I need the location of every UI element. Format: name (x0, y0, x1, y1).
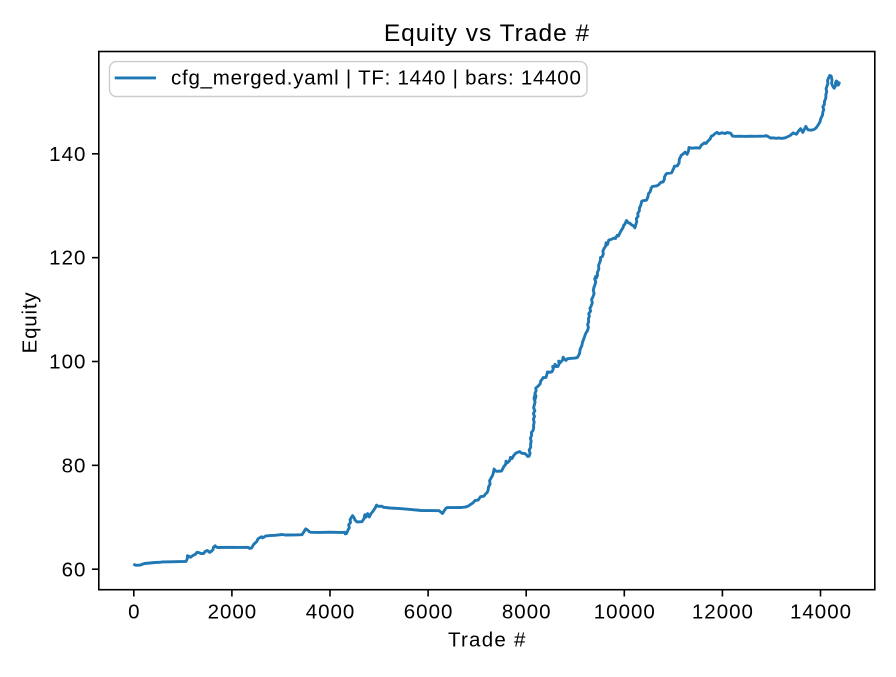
svg-text:0: 0 (128, 601, 140, 624)
svg-text:Equity vs Trade #: Equity vs Trade # (384, 20, 590, 47)
svg-text:4000: 4000 (306, 601, 356, 624)
svg-text:8000: 8000 (502, 601, 552, 624)
svg-text:cfg_merged.yaml | TF: 1440 | b: cfg_merged.yaml | TF: 1440 | bars: 14400 (171, 67, 582, 90)
svg-text:140: 140 (49, 143, 86, 166)
svg-text:10000: 10000 (594, 601, 656, 624)
svg-text:120: 120 (49, 247, 86, 270)
svg-text:Equity: Equity (18, 292, 41, 354)
svg-text:Trade #: Trade # (448, 628, 527, 651)
svg-text:14000: 14000 (790, 601, 852, 624)
svg-text:60: 60 (62, 558, 87, 581)
svg-text:2000: 2000 (208, 601, 258, 624)
svg-text:12000: 12000 (692, 601, 754, 624)
svg-text:100: 100 (49, 351, 86, 374)
svg-text:6000: 6000 (404, 601, 454, 624)
svg-text:80: 80 (62, 454, 87, 477)
